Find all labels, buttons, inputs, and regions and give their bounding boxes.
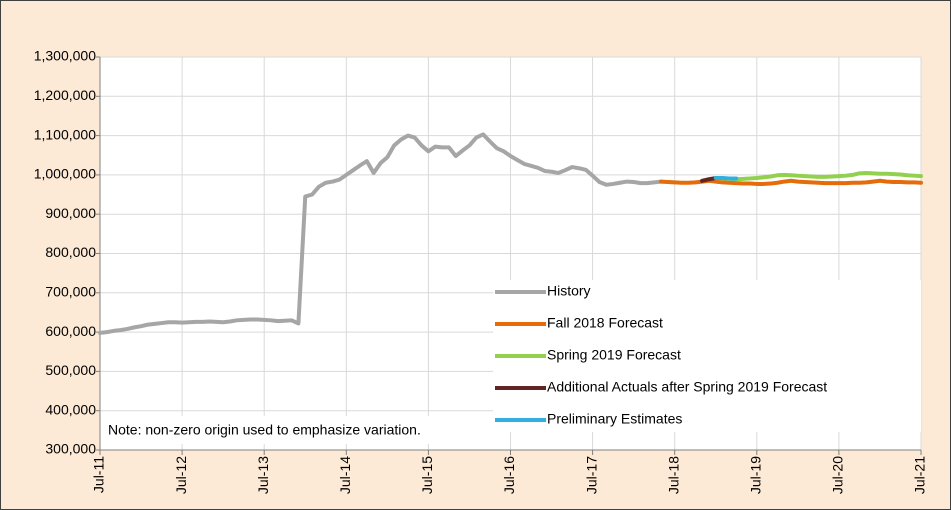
series-line [98,132,664,335]
y-tick-label: 1,300,000 [34,48,96,64]
annotation: Note: non-zero origin used to emphasize … [108,422,421,438]
annotation-box [102,416,494,444]
x-tick-label: Jul-20 [830,456,846,494]
y-tick-label: 1,000,000 [34,166,96,182]
x-tick-label: Jul-18 [665,456,681,494]
lines [98,132,923,335]
x-tick-label: Jul-13 [255,456,271,494]
x-tick-label: Jul-17 [583,456,599,494]
y-tick-label: 1,100,000 [34,126,96,142]
y-tick-label: 700,000 [45,284,96,300]
y-tick-label: 800,000 [45,244,96,260]
legend-box [493,280,921,432]
x-tick-label: Jul-16 [501,456,517,494]
labels: 300,000 400,000 500,000 600,000 700,000 800,0… [34,48,928,494]
legend-label: Additional Actuals after Spring 2019 For… [547,379,827,395]
legend-label: Preliminary Estimates [547,411,682,427]
series-line [713,170,923,182]
x-tick-label: Jul-19 [748,456,764,494]
x-tick-label: Jul-11 [91,456,107,493]
legend-label: Spring 2019 Forecast [547,347,681,363]
legend: History Fall 2018 Forecast Spring 2019 For… [493,280,921,432]
y-tick-label: 600,000 [45,323,96,339]
x-tick-label: Jul-12 [173,456,189,494]
y-tick-label: 1,200,000 [34,87,96,103]
y-tick-label: 300,000 [45,441,96,457]
legend-label: Fall 2018 Forecast [547,315,663,331]
y-tick-label: 500,000 [45,362,96,378]
y-tick-label: 400,000 [45,401,96,417]
legend-label: History [547,283,591,299]
x-tick-label: Jul-21 [912,456,928,494]
series-line [700,176,718,183]
x-tick-label: Jul-14 [337,456,353,494]
y-tick-label: 900,000 [45,205,96,221]
x-tick-label: Jul-15 [419,456,435,494]
